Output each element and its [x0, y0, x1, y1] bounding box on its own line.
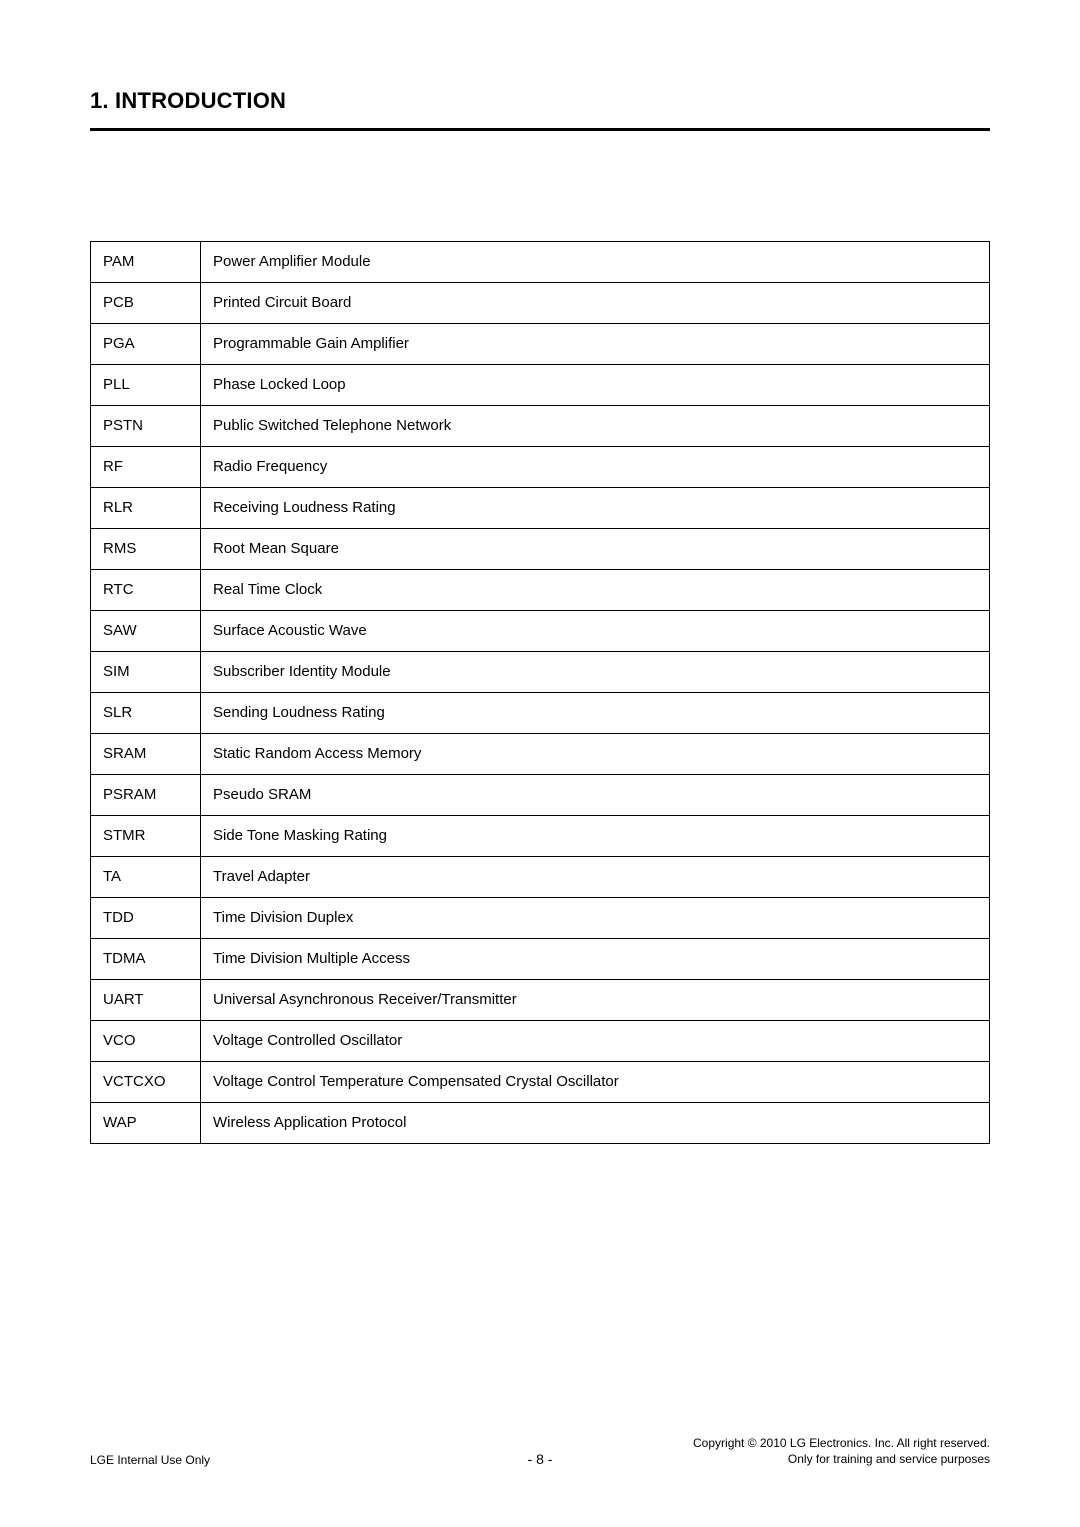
definition-cell: Time Division Multiple Access [201, 939, 990, 980]
abbr-cell: VCTCXO [91, 1062, 201, 1103]
abbr-cell: PCB [91, 283, 201, 324]
table-row: PCBPrinted Circuit Board [91, 283, 990, 324]
abbr-cell: TDMA [91, 939, 201, 980]
abbr-cell: PGA [91, 324, 201, 365]
abbr-cell: TDD [91, 898, 201, 939]
table-row: PAMPower Amplifier Module [91, 242, 990, 283]
table-row: PSTNPublic Switched Telephone Network [91, 406, 990, 447]
definition-cell: Root Mean Square [201, 529, 990, 570]
table-row: RMSRoot Mean Square [91, 529, 990, 570]
definition-cell: Real Time Clock [201, 570, 990, 611]
table-row: WAPWireless Application Protocol [91, 1103, 990, 1144]
abbr-cell: RLR [91, 488, 201, 529]
section-rule [90, 128, 990, 131]
definition-cell: Power Amplifier Module [201, 242, 990, 283]
definition-cell: Programmable Gain Amplifier [201, 324, 990, 365]
abbr-cell: RF [91, 447, 201, 488]
table-row: TATravel Adapter [91, 857, 990, 898]
definition-cell: Radio Frequency [201, 447, 990, 488]
definition-cell: Time Division Duplex [201, 898, 990, 939]
footer-right: Copyright © 2010 LG Electronics. Inc. Al… [693, 1435, 990, 1467]
table-row: RLRReceiving Loudness Rating [91, 488, 990, 529]
abbr-cell: PSTN [91, 406, 201, 447]
definition-cell: Universal Asynchronous Receiver/Transmit… [201, 980, 990, 1021]
table-row: UARTUniversal Asynchronous Receiver/Tran… [91, 980, 990, 1021]
abbr-cell: PSRAM [91, 775, 201, 816]
abbr-cell: UART [91, 980, 201, 1021]
abbr-cell: RMS [91, 529, 201, 570]
abbr-cell: VCO [91, 1021, 201, 1062]
definition-cell: Static Random Access Memory [201, 734, 990, 775]
abbr-cell: SRAM [91, 734, 201, 775]
table-row: PGAProgrammable Gain Amplifier [91, 324, 990, 365]
abbr-cell: SIM [91, 652, 201, 693]
table-row: TDDTime Division Duplex [91, 898, 990, 939]
table-row: TDMATime Division Multiple Access [91, 939, 990, 980]
table-row: RTCReal Time Clock [91, 570, 990, 611]
table-row: SLRSending Loudness Rating [91, 693, 990, 734]
table-row: RFRadio Frequency [91, 447, 990, 488]
definition-cell: Printed Circuit Board [201, 283, 990, 324]
abbr-cell: TA [91, 857, 201, 898]
table-row: VCTCXOVoltage Control Temperature Compen… [91, 1062, 990, 1103]
footer-copyright: Copyright © 2010 LG Electronics. Inc. Al… [693, 1435, 990, 1451]
definition-cell: Wireless Application Protocol [201, 1103, 990, 1144]
abbr-cell: PLL [91, 365, 201, 406]
table-row: PSRAMPseudo SRAM [91, 775, 990, 816]
definitions-table: PAMPower Amplifier ModulePCBPrinted Circ… [90, 241, 990, 1144]
abbr-cell: WAP [91, 1103, 201, 1144]
definition-cell: Travel Adapter [201, 857, 990, 898]
section-title: 1. INTRODUCTION [90, 88, 990, 114]
definition-cell: Public Switched Telephone Network [201, 406, 990, 447]
table-row: VCOVoltage Controlled Oscillator [91, 1021, 990, 1062]
table-row: SIMSubscriber Identity Module [91, 652, 990, 693]
page: 1. INTRODUCTION PAMPower Amplifier Modul… [0, 0, 1080, 1527]
footer-purpose: Only for training and service purposes [693, 1451, 990, 1467]
definition-cell: Receiving Loudness Rating [201, 488, 990, 529]
definition-cell: Voltage Control Temperature Compensated … [201, 1062, 990, 1103]
table-row: PLLPhase Locked Loop [91, 365, 990, 406]
table-row: SRAMStatic Random Access Memory [91, 734, 990, 775]
table-row: SAWSurface Acoustic Wave [91, 611, 990, 652]
definition-cell: Surface Acoustic Wave [201, 611, 990, 652]
definition-cell: Side Tone Masking Rating [201, 816, 990, 857]
table-row: STMRSide Tone Masking Rating [91, 816, 990, 857]
abbr-cell: RTC [91, 570, 201, 611]
abbr-cell: STMR [91, 816, 201, 857]
definition-cell: Sending Loudness Rating [201, 693, 990, 734]
definition-cell: Phase Locked Loop [201, 365, 990, 406]
definition-cell: Subscriber Identity Module [201, 652, 990, 693]
abbr-cell: SAW [91, 611, 201, 652]
footer-page-number: - 8 - [528, 1451, 553, 1467]
definition-cell: Voltage Controlled Oscillator [201, 1021, 990, 1062]
abbr-cell: SLR [91, 693, 201, 734]
abbr-cell: PAM [91, 242, 201, 283]
definition-cell: Pseudo SRAM [201, 775, 990, 816]
footer-left: LGE Internal Use Only [90, 1453, 210, 1467]
